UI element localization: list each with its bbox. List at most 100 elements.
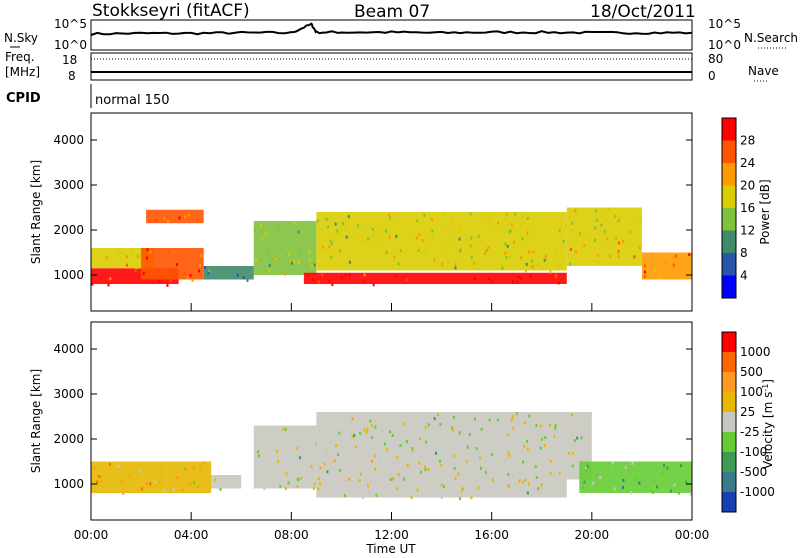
velocity-cell <box>543 444 546 448</box>
velocity-cell <box>380 428 383 432</box>
velocity-cell <box>504 457 507 461</box>
power-cell <box>284 272 287 276</box>
power-cell <box>289 260 292 263</box>
power-cell <box>418 233 421 236</box>
cpid-label: CPID <box>6 91 41 106</box>
velocity-cell <box>571 451 574 455</box>
velocity-cell <box>576 436 579 440</box>
power-cell <box>155 218 158 222</box>
velocity-cell <box>396 487 399 491</box>
velocity-cell <box>263 487 266 490</box>
velocity-cell <box>117 465 120 469</box>
velocity-colorbar-segment <box>722 372 736 392</box>
power-region-9 <box>641 252 692 280</box>
power-cell <box>200 254 203 257</box>
power-colorbar-frame <box>721 117 737 299</box>
power-cell <box>617 255 620 259</box>
velocity-cell <box>475 447 478 451</box>
power-cell <box>290 261 293 265</box>
velocity-cell <box>355 429 357 433</box>
velocity-cell <box>638 481 641 485</box>
power-cell <box>430 217 433 221</box>
velocity-cell <box>276 449 278 453</box>
velocity-cell <box>433 417 436 421</box>
power-colorbar-segment <box>722 185 736 208</box>
velocity-cell <box>420 470 422 474</box>
velocity-colorbar-segment <box>722 492 736 512</box>
velocity-cell <box>559 487 562 491</box>
power-cell <box>385 250 388 254</box>
velocity-cell <box>325 453 328 456</box>
velocity-cell <box>631 461 634 465</box>
velocity-cell <box>313 482 316 486</box>
velocity-cell <box>391 434 394 437</box>
power-cell <box>178 216 181 220</box>
power-cell <box>672 263 675 267</box>
velocity-cell <box>549 423 551 427</box>
nsky-label: N.Sky <box>4 31 38 45</box>
velocity-cell <box>139 469 142 473</box>
power-cell <box>509 255 512 259</box>
velocity-cell <box>338 431 341 435</box>
power-cell <box>458 237 461 241</box>
power-cell <box>595 260 598 264</box>
power-cell <box>629 231 632 234</box>
power-cell <box>167 249 170 253</box>
power-cell <box>473 277 476 281</box>
power-cell <box>377 226 380 230</box>
velocity-cell <box>399 444 402 447</box>
power-cell <box>146 248 149 252</box>
velocity-region-4 <box>316 479 567 498</box>
power-cell <box>531 265 534 269</box>
velocity-cell <box>297 478 300 481</box>
time-tick-label: 00:00 <box>74 528 109 542</box>
power-cell <box>487 214 490 218</box>
velocity-cell <box>535 424 538 428</box>
power-cell <box>504 251 507 255</box>
power-cell <box>488 277 490 281</box>
power-cell <box>189 273 192 277</box>
nave-right-tick-top: 80 <box>708 52 723 66</box>
time-axis: 00:00 04:00 08:00 12:00 16:00 20:00 00:00 <box>74 303 709 542</box>
power-cell <box>288 252 291 256</box>
power-cell <box>565 224 568 227</box>
velocity-cell <box>451 428 454 432</box>
power-cell <box>415 236 418 240</box>
power-colorbar-segment <box>722 208 736 231</box>
velocity-region-2 <box>211 475 242 489</box>
velocity-cell <box>111 477 114 481</box>
power-cell <box>544 254 547 258</box>
velocity-cell <box>581 486 584 490</box>
power-cell <box>394 275 397 278</box>
power-cell <box>525 262 528 266</box>
velocity-colorbar-label-text: Velocity [m s <box>761 392 775 469</box>
power-colorbar-tick-label: 12 <box>740 224 755 238</box>
velocity-cell <box>689 492 692 496</box>
noise-series <box>90 22 693 36</box>
time-tick-label: 12:00 <box>374 528 409 542</box>
power-cell <box>246 279 249 282</box>
power-cell <box>242 276 245 280</box>
power-cell <box>313 263 316 267</box>
power-cell <box>311 278 314 281</box>
power-cell <box>622 239 625 243</box>
velocity-region-6 <box>579 461 692 493</box>
power-cell <box>477 234 480 238</box>
power-cell <box>521 237 524 241</box>
power-y-tick-label: 3000 <box>53 178 84 192</box>
power-cell <box>673 255 676 258</box>
velocity-cell <box>479 441 482 445</box>
power-panel: 4000 3000 2000 1000 Slant Range [km] 28 24 20… <box>29 112 772 312</box>
power-cell <box>617 219 620 223</box>
power-colorbar-segment <box>722 163 736 186</box>
power-cell <box>267 252 270 256</box>
velocity-colorbar-segment <box>722 332 736 352</box>
velocity-y-tick-label: 3000 <box>53 387 84 401</box>
velocity-cell <box>526 491 529 495</box>
power-cell <box>633 255 636 259</box>
velocity-cell <box>548 455 551 459</box>
velocity-cell <box>462 487 465 491</box>
nsearch-label: N.Search <box>744 31 798 45</box>
power-cell <box>347 215 350 219</box>
